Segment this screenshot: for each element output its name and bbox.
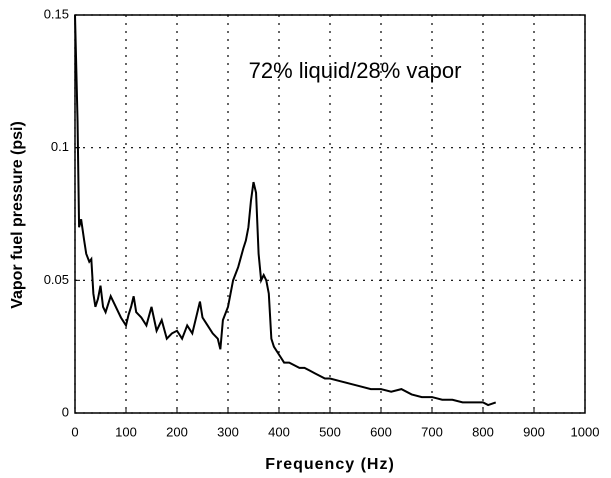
annotation: 72% liquid/28% vapor: [249, 58, 462, 83]
x-tick-label: 1000: [571, 424, 600, 439]
x-tick-label: 600: [370, 424, 392, 439]
x-axis-label: Frequency (Hz): [265, 456, 395, 473]
x-tick-label: 800: [472, 424, 494, 439]
y-tick-label: 0.05: [44, 272, 69, 287]
y-axis-label: Vapor fuel pressure (psi): [9, 121, 26, 309]
x-tick-label: 100: [115, 424, 137, 439]
data-line: [74, 14, 497, 407]
x-tick-label: 500: [319, 424, 341, 439]
x-tick-label: 300: [217, 424, 239, 439]
x-tick-label: 400: [268, 424, 290, 439]
x-tick-label: 900: [523, 424, 545, 439]
y-tick-label: 0.1: [51, 139, 69, 154]
x-tick-label: 700: [421, 424, 443, 439]
plot-frame: [74, 14, 586, 414]
y-tick-label: 0.15: [44, 6, 69, 21]
y-tick-label: 0: [62, 404, 69, 419]
x-tick-label: 200: [166, 424, 188, 439]
x-tick-label: 0: [71, 424, 78, 439]
